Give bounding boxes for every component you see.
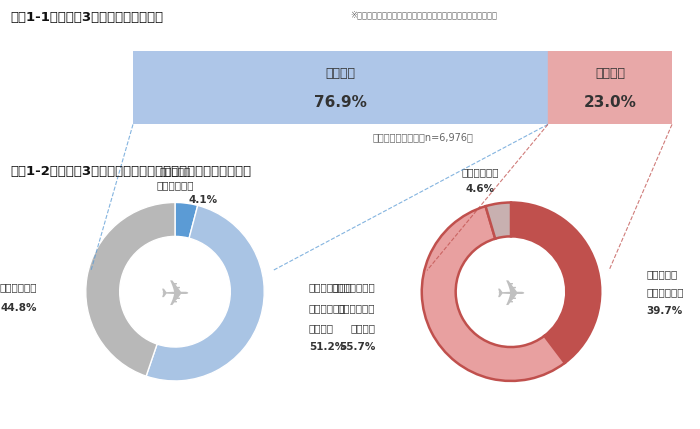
Text: 行きたい: 行きたい: [351, 323, 375, 333]
Text: 44.8%: 44.8%: [0, 303, 36, 313]
Text: 39.7%: 39.7%: [647, 306, 683, 316]
Text: 行くことが: 行くことが: [160, 166, 190, 176]
Text: 行こうと思う・: 行こうと思う・: [309, 282, 353, 292]
Bar: [133, 51, 548, 124]
Wedge shape: [511, 202, 600, 363]
Text: 行こうと思う・: 行こうと思う・: [332, 282, 375, 292]
Text: 4.6%: 4.6%: [466, 184, 494, 193]
Text: 76.9%: 76.9%: [314, 95, 367, 110]
Text: 【全体ベース】　（n=6,976）: 【全体ベース】 （n=6,976）: [373, 132, 474, 142]
Wedge shape: [486, 202, 511, 239]
Text: 51.2%: 51.2%: [309, 342, 345, 352]
Text: 行くことが: 行くことが: [647, 269, 678, 279]
Text: 行きたくない: 行きたくない: [0, 282, 36, 292]
Text: 機会があれば: 機会があれば: [338, 303, 375, 313]
Text: 経験なし: 経験なし: [326, 67, 356, 80]
Bar: [548, 51, 672, 124]
Text: 行きたい: 行きたい: [309, 323, 334, 333]
Wedge shape: [422, 206, 565, 381]
Text: ✈: ✈: [496, 279, 526, 313]
Text: ※修学旅行・ビジネスでの出張、ワーキングホリデーなどを除く: ※修学旅行・ビジネスでの出張、ワーキングホリデーなどを除く: [350, 11, 497, 20]
Text: 4.1%: 4.1%: [188, 195, 218, 205]
Text: ＜図1-1＞　直近3年間の海外旅行経験: ＜図1-1＞ 直近3年間の海外旅行経験: [10, 11, 164, 24]
Text: ✈: ✈: [160, 279, 190, 313]
Text: 機会があれば: 機会があれば: [309, 303, 346, 313]
Text: 行きたくない: 行きたくない: [461, 167, 498, 178]
Text: 決まっている: 決まっている: [156, 180, 194, 190]
Text: 決まっている: 決まっている: [647, 287, 684, 297]
Text: 23.0%: 23.0%: [584, 95, 636, 110]
Wedge shape: [175, 202, 197, 238]
Text: ＜図1-2＞　直近3年間の海外旅行経験別　今後の海外旅行意向: ＜図1-2＞ 直近3年間の海外旅行経験別 今後の海外旅行意向: [10, 165, 251, 178]
Wedge shape: [86, 202, 175, 376]
Text: 経験あり: 経験あり: [595, 67, 625, 80]
Text: 55.7%: 55.7%: [339, 342, 375, 352]
Wedge shape: [146, 205, 264, 381]
